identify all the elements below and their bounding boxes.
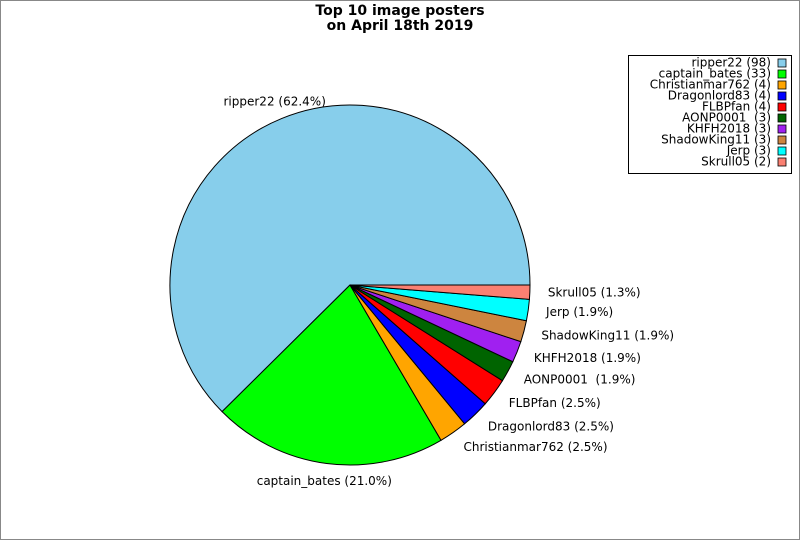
slice-label: Jerp (1.9%) bbox=[545, 305, 613, 319]
legend-swatch bbox=[777, 58, 787, 68]
legend-swatch bbox=[777, 102, 787, 112]
legend-swatch bbox=[777, 91, 787, 101]
slice-label: Dragonlord83 (2.5%) bbox=[488, 420, 614, 434]
chart-subtitle: on April 18th 2019 bbox=[327, 18, 474, 34]
slice-label: ripper22 (62.4%) bbox=[223, 94, 325, 108]
pie-slice bbox=[221, 284, 442, 466]
slice-label: ShadowKing11 (1.9%) bbox=[541, 328, 674, 342]
legend-label: Dragonlord83 (4) bbox=[668, 89, 771, 103]
legend-label: ShadowKing11 (3) bbox=[661, 133, 771, 147]
pie-slice bbox=[169, 104, 531, 413]
legend-box bbox=[628, 55, 792, 174]
pie-slice bbox=[349, 284, 531, 300]
legend-swatch bbox=[777, 135, 787, 145]
legend-swatch bbox=[777, 146, 787, 156]
legend-swatch bbox=[777, 69, 787, 79]
legend-swatch bbox=[777, 157, 787, 167]
legend-label: FLBPfan (4) bbox=[702, 100, 771, 114]
legend-swatch bbox=[777, 113, 787, 123]
legend-label: Skrull05 (2) bbox=[701, 155, 771, 169]
legend-swatch bbox=[777, 124, 787, 134]
legend-label: KHFH2018 (3) bbox=[687, 122, 771, 136]
slice-label: Christianmar762 (2.5%) bbox=[463, 440, 607, 454]
legend-label: Jerp (3) bbox=[726, 144, 771, 158]
legend-label: captain_bates (33) bbox=[659, 67, 771, 81]
legend-label: AONP0001 (3) bbox=[682, 111, 771, 125]
legend-swatch bbox=[777, 80, 787, 90]
slice-label: AONP0001 (1.9%) bbox=[524, 372, 636, 386]
legend-label: ripper22 (98) bbox=[691, 56, 771, 70]
chart-title: Top 10 image posters bbox=[315, 3, 484, 19]
slice-label: captain_bates (21.0%) bbox=[257, 474, 392, 488]
slice-label: KHFH2018 (1.9%) bbox=[534, 351, 641, 365]
legend-label: Christianmar762 (4) bbox=[650, 78, 771, 92]
slice-label: FLBPfan (2.5%) bbox=[509, 396, 601, 410]
slice-label: Skrull05 (1.3%) bbox=[548, 285, 641, 299]
